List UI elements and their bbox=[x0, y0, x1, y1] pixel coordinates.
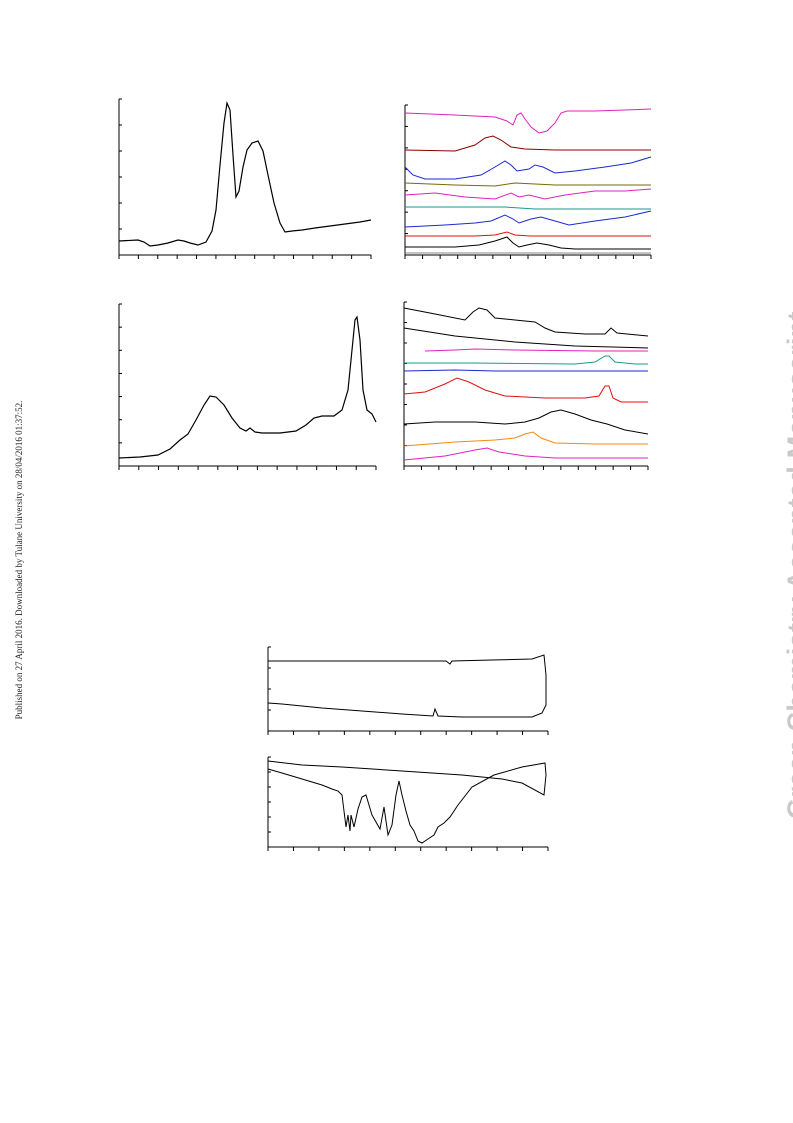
publication-note: Published on 27 April 2016. Downloaded b… bbox=[14, 400, 24, 720]
series-black-second bbox=[403, 327, 649, 349]
chart-top-right bbox=[404, 104, 652, 259]
tick-marks bbox=[267, 756, 549, 851]
series-teal bbox=[404, 355, 648, 365]
series-line bbox=[118, 100, 372, 247]
chart-bottom-upper bbox=[267, 646, 549, 735]
series-black-top bbox=[403, 307, 649, 337]
axes bbox=[403, 302, 648, 467]
accepted-manuscript-watermark: Green Chemistry Accepted Manuscript bbox=[782, 311, 793, 819]
series-dark-red bbox=[404, 135, 651, 152]
series-blue bbox=[403, 369, 648, 372]
tick-marks bbox=[118, 303, 377, 470]
tick-marks bbox=[118, 98, 372, 259]
series-hysteresis bbox=[267, 760, 547, 844]
series-black bbox=[405, 236, 651, 250]
series-magenta-mid bbox=[404, 188, 652, 200]
tick-marks bbox=[267, 646, 549, 735]
chart-top-left bbox=[118, 98, 372, 259]
series-hysteresis bbox=[267, 654, 547, 718]
series-red bbox=[403, 377, 648, 403]
chart-bottom-lower bbox=[267, 756, 549, 851]
series-orange bbox=[403, 431, 648, 447]
axes bbox=[118, 304, 376, 467]
series-blue-lower bbox=[404, 210, 652, 228]
series-pink bbox=[403, 447, 648, 461]
series-red bbox=[405, 231, 651, 237]
series-teal bbox=[405, 206, 651, 210]
axes bbox=[267, 757, 548, 848]
series-black-lower bbox=[403, 409, 649, 435]
series-line bbox=[118, 315, 377, 459]
series-magenta bbox=[424, 348, 648, 352]
chart-middle-left bbox=[118, 303, 377, 470]
chart-middle-right bbox=[403, 301, 649, 470]
axes bbox=[118, 99, 371, 256]
series-blue-upper bbox=[404, 156, 652, 180]
series-olive bbox=[404, 182, 651, 187]
axes bbox=[404, 105, 651, 256]
series-magenta-top bbox=[404, 108, 652, 134]
